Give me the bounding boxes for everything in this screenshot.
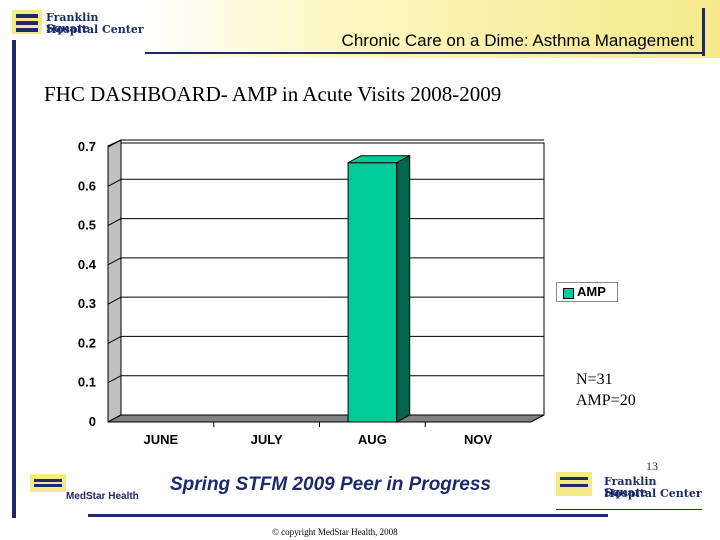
left-accent-bar [12,40,16,518]
footer-divider-right [556,509,702,510]
y-tick-label: 0.1 [78,375,96,390]
franklin-square-logo: Franklin Square Hospital Center [12,8,144,38]
slide-title: FHC DASHBOARD- AMP in Acute Visits 2008-… [44,82,502,106]
chart-y-axis: 0 0.1 0.2 0.3 0.4 0.5 0.6 0.7 [78,139,97,429]
gridline-side [107,375,122,384]
footer-logo-line-2: Hospital Center [604,487,702,500]
bar-aug [347,154,411,423]
footer-logo-line-1: Franklin Square [604,475,657,499]
slide-number: 13 [646,459,658,473]
footer-divider [88,514,608,517]
chart-back-wall [120,142,545,416]
medstar-label: MedStar Health [66,491,139,502]
note-n-count: N=31 [576,371,613,388]
medstar-logo-mark [30,474,66,492]
legend-label-amp: AMP [577,284,606,299]
chart-bars [347,154,411,423]
presentation-title: Chronic Care on a Dime: Asthma Managemen… [341,31,694,50]
chart-x-axis: JUNE JULY AUG NOV [144,422,493,447]
header-divider [145,52,705,54]
footer-franklin-square-logo: Franklin Square Hospital Center [556,468,702,504]
gridline-side [107,335,122,344]
copyright-notice: © copyright MedStar Health, 2008 [272,527,398,537]
gridline-side [107,218,122,227]
y-tick-label: 0.2 [78,335,96,350]
logo-line-2: Hospital Center [46,23,144,36]
bar-front [347,162,398,423]
medstar-logo [30,472,142,508]
y-tick-label: 0.7 [78,139,96,154]
logo-line-1: Franklin Square [46,11,99,35]
footer-title: Spring STFM 2009 Peer in Progress [170,474,491,495]
footer-logo-mark [556,472,592,496]
gridline-side [107,178,122,187]
y-tick-label: 0 [89,414,96,429]
x-tick-label: NOV [464,432,493,447]
y-tick-label: 0.4 [78,257,97,272]
y-tick-label: 0.3 [78,296,96,311]
franklin-square-logo-mark [12,10,42,34]
chart-gridlines [107,139,544,384]
y-tick-label: 0.6 [78,178,96,193]
x-tick-label: JUNE [144,432,179,447]
x-tick-label: AUG [358,432,387,447]
chart-floor [107,414,545,423]
note-amp-count: AMP=20 [576,392,636,409]
gridline-side [107,257,122,266]
x-tick-label: JULY [251,432,283,447]
y-tick-label: 0.5 [78,218,96,233]
bar-side [396,154,411,423]
header-accent-bar [702,8,705,56]
legend-swatch-amp [563,288,574,299]
gridline-side [107,139,122,148]
header-band [145,0,720,58]
gridline-side [107,296,122,305]
